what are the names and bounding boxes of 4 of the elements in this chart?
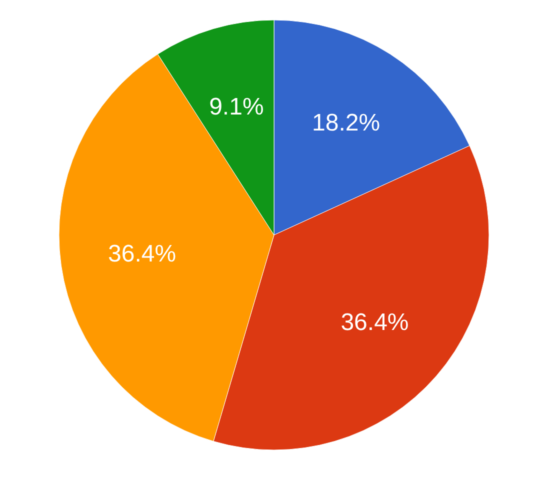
data-label: 18.2% <box>312 109 380 136</box>
data-label: 36.4% <box>108 240 176 268</box>
data-label: 36.4% <box>340 308 409 336</box>
data-label: 9.1% <box>209 94 264 121</box>
